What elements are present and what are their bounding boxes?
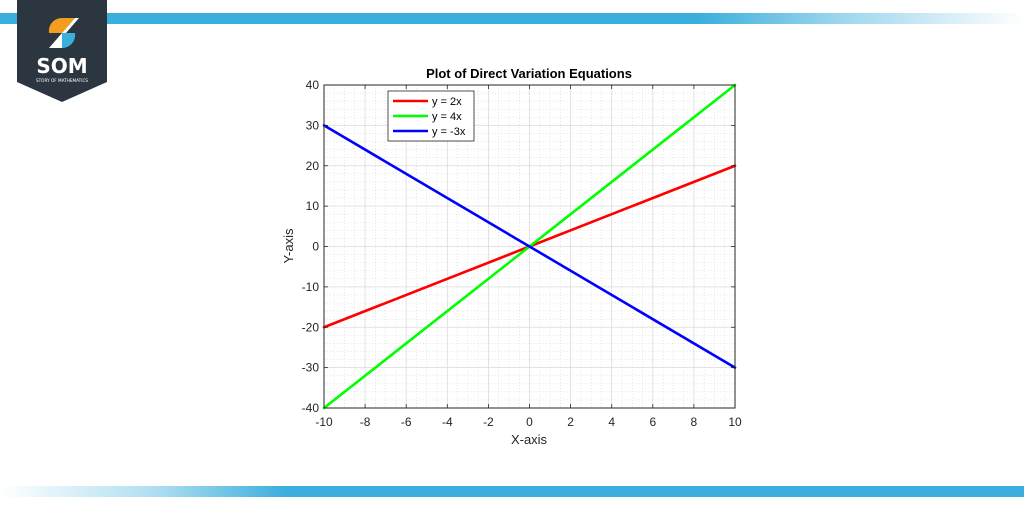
logo-text: SOM: [36, 54, 87, 78]
y-tick-label: 10: [306, 199, 320, 213]
y-tick-label: -40: [302, 401, 320, 415]
x-tick-label: -10: [315, 415, 333, 429]
logo-subtext: STORY OF MATHEMATICS: [36, 78, 88, 83]
logo-shield-icon: [17, 0, 107, 102]
legend-label-1: y = 4x: [432, 111, 462, 123]
y-tick-label: 20: [306, 159, 320, 173]
x-tick-label: -2: [483, 415, 494, 429]
series-line-2: [322, 124, 737, 369]
bottom-accent-bar: [0, 486, 1024, 497]
x-tick-label: 0: [526, 415, 533, 429]
legend-label-0: y = 2x: [432, 96, 462, 108]
som-logo: SOM STORY OF MATHEMATICS: [17, 0, 107, 102]
y-tick-label: -10: [302, 280, 320, 294]
logo-s-mark-icon: [48, 17, 79, 49]
x-tick-label: -6: [401, 415, 412, 429]
y-tick-label: 30: [306, 118, 320, 132]
legend-label-2: y = -3x: [432, 126, 466, 138]
y-tick-labels: 40 30 20 10 0 -10 -20 -30 -40: [302, 78, 320, 415]
x-tick-label: 6: [649, 415, 656, 429]
y-tick-label: 40: [306, 78, 320, 92]
chart-title: Plot of Direct Variation Equations: [426, 66, 632, 81]
y-tick-label: 0: [312, 240, 319, 254]
tick-marks: [323, 84, 736, 409]
x-tick-label: -8: [360, 415, 371, 429]
series-lines: [322, 83, 737, 410]
x-tick-label: 2: [567, 415, 574, 429]
y-tick-label: -30: [302, 361, 320, 375]
top-accent-bar: [0, 13, 1024, 24]
x-tick-labels: -10 -8 -6 -4 -2 0 2 4 6 8 10: [315, 415, 742, 429]
y-axis-label: Y-axis: [281, 228, 296, 263]
y-tick-label: -20: [302, 320, 320, 334]
x-tick-label: 4: [608, 415, 615, 429]
x-tick-label: -4: [442, 415, 453, 429]
x-tick-label: 10: [728, 415, 742, 429]
legend: y = 2x y = 4x y = -3x: [387, 90, 475, 142]
x-axis-label: X-axis: [511, 432, 548, 447]
x-tick-label: 8: [691, 415, 698, 429]
